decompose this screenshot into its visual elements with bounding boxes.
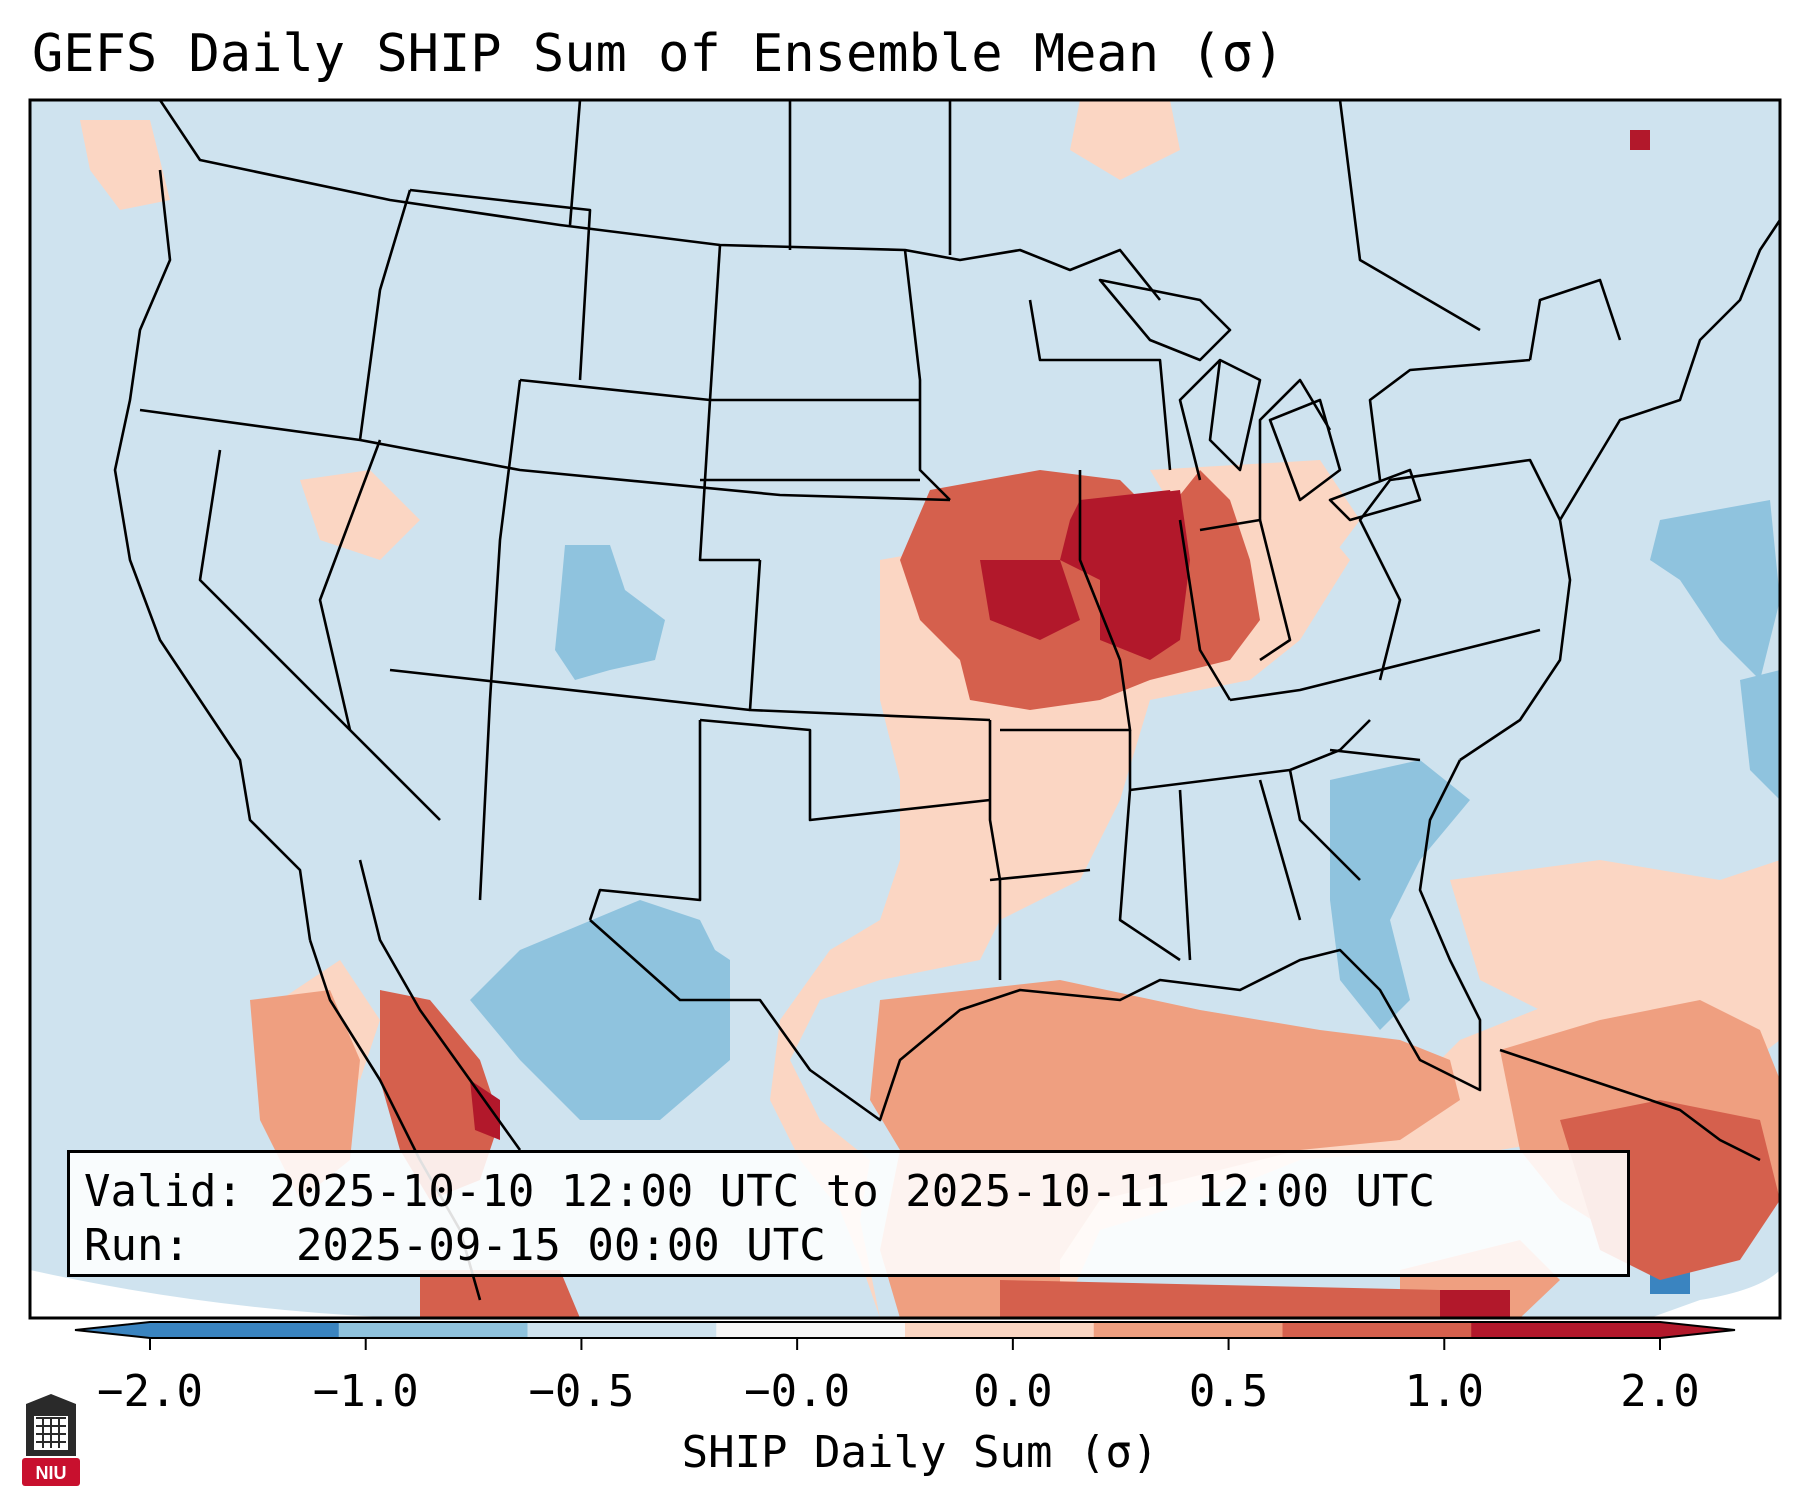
colorbar-extend-high xyxy=(1660,1322,1735,1338)
colorbar-segment xyxy=(338,1322,528,1338)
colorbar-tick-label: 1.0 xyxy=(1404,1366,1485,1417)
colorbar-label: SHIP Daily Sum (σ) xyxy=(681,1427,1159,1478)
valid-label: Valid: xyxy=(84,1166,243,1217)
colorbar-tick-label: 0.0 xyxy=(973,1366,1053,1417)
map-panel xyxy=(30,100,1780,1318)
colorbar-segment xyxy=(150,1322,340,1338)
anomaly-field-negative xyxy=(470,500,1780,1294)
colorbar-segment xyxy=(716,1322,906,1338)
validity-info-box: Valid: 2025-10-10 12:00 UTC to 2025-10-1… xyxy=(67,1150,1630,1277)
colorbar-tick-label: 2.0 xyxy=(1620,1366,1700,1417)
colorbar-segment xyxy=(1471,1322,1661,1338)
colorbar-tick-label: −1.0 xyxy=(312,1366,419,1417)
page-title: GEFS Daily SHIP Sum of Ensemble Mean (σ) xyxy=(32,24,1285,84)
colorbar-tick-label: −0.0 xyxy=(744,1366,851,1417)
colorbar-segment xyxy=(905,1322,1095,1338)
run-label: Run: xyxy=(84,1220,190,1271)
colorbar-segment xyxy=(527,1322,717,1338)
state-borders xyxy=(113,100,1780,1301)
colorbar xyxy=(74,1321,1736,1350)
colorbar-tick-label: −2.0 xyxy=(97,1366,203,1417)
colorbar-tick-label: 0.5 xyxy=(1188,1366,1269,1417)
colorbar-segment xyxy=(1093,1322,1283,1338)
valid-value: 2025-10-10 12:00 UTC to 2025-10-11 12:00… xyxy=(269,1166,1436,1217)
projection-edge xyxy=(30,1270,600,1318)
niu-logo: NIU xyxy=(22,1394,80,1486)
map-frame xyxy=(28,98,1782,1320)
logo-text: NIU xyxy=(36,1463,67,1483)
colorbar-tick-label: −0.5 xyxy=(528,1366,635,1417)
colorbar-segment xyxy=(1282,1322,1472,1338)
colorbar-extend-low xyxy=(75,1322,150,1338)
run-value: 2025-09-15 00:00 UTC xyxy=(295,1220,826,1271)
